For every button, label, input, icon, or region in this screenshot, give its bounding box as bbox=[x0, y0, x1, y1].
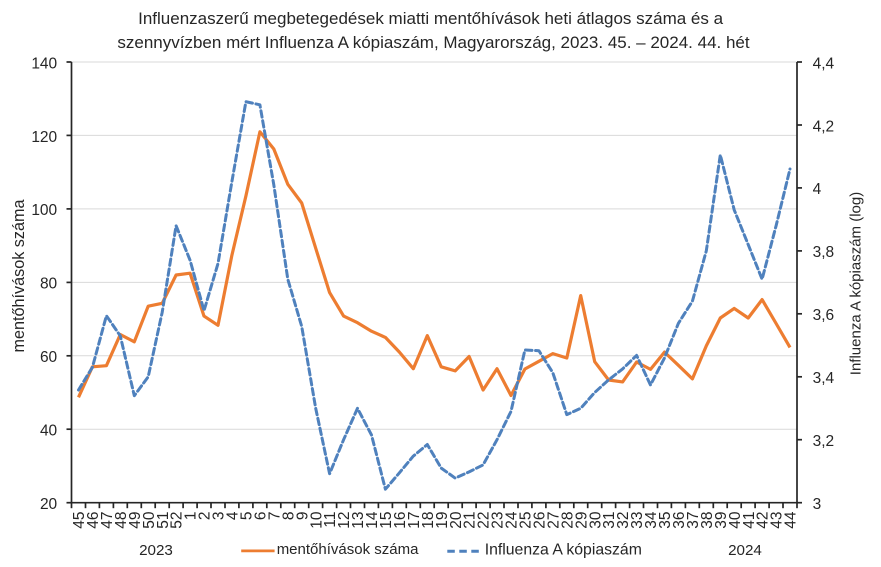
svg-text:100: 100 bbox=[31, 202, 57, 219]
svg-text:15: 15 bbox=[378, 512, 395, 529]
svg-text:46: 46 bbox=[85, 512, 102, 529]
svg-text:szennyvízben mért Influenza A: szennyvízben mért Influenza A kópiaszám,… bbox=[117, 33, 749, 52]
svg-text:40: 40 bbox=[727, 511, 744, 529]
svg-text:3,4: 3,4 bbox=[813, 370, 835, 387]
svg-text:51: 51 bbox=[155, 512, 172, 529]
svg-text:10: 10 bbox=[308, 511, 325, 529]
svg-text:24: 24 bbox=[504, 511, 521, 529]
svg-text:44: 44 bbox=[783, 511, 800, 529]
svg-text:mentőhívások száma: mentőhívások száma bbox=[277, 541, 419, 558]
svg-text:18: 18 bbox=[420, 512, 437, 529]
svg-text:29: 29 bbox=[573, 512, 590, 529]
svg-text:42: 42 bbox=[755, 512, 772, 529]
svg-text:80: 80 bbox=[40, 276, 58, 293]
svg-text:Influenzaszerű megbetegedések: Influenzaszerű megbetegedések miatti men… bbox=[138, 9, 723, 28]
svg-text:34: 34 bbox=[643, 511, 660, 529]
svg-text:14: 14 bbox=[364, 511, 381, 529]
svg-text:17: 17 bbox=[406, 512, 423, 529]
svg-text:19: 19 bbox=[434, 512, 451, 529]
svg-text:4: 4 bbox=[225, 511, 242, 520]
svg-text:4: 4 bbox=[813, 181, 822, 198]
svg-text:3: 3 bbox=[813, 496, 822, 513]
svg-text:120: 120 bbox=[31, 129, 57, 146]
svg-text:140: 140 bbox=[31, 55, 57, 72]
svg-text:6: 6 bbox=[253, 512, 270, 521]
svg-text:23: 23 bbox=[490, 511, 507, 528]
svg-text:26: 26 bbox=[532, 512, 549, 529]
svg-text:60: 60 bbox=[40, 349, 58, 366]
svg-text:Influenza A kópiaszám (log): Influenza A kópiaszám (log) bbox=[847, 192, 864, 375]
svg-text:45: 45 bbox=[71, 512, 88, 529]
svg-text:3,6: 3,6 bbox=[813, 307, 835, 324]
svg-text:35: 35 bbox=[657, 512, 674, 529]
svg-text:mentőhívások száma: mentőhívások száma bbox=[10, 200, 28, 353]
svg-text:21: 21 bbox=[462, 512, 479, 529]
svg-text:9: 9 bbox=[294, 512, 311, 521]
svg-text:Influenza A kópiaszám: Influenza A kópiaszám bbox=[485, 542, 642, 559]
svg-text:3,2: 3,2 bbox=[813, 433, 835, 450]
svg-text:28: 28 bbox=[559, 512, 576, 529]
svg-text:38: 38 bbox=[699, 512, 716, 529]
svg-text:50: 50 bbox=[141, 511, 158, 529]
svg-text:3: 3 bbox=[211, 512, 228, 521]
svg-text:22: 22 bbox=[476, 512, 493, 529]
svg-text:39: 39 bbox=[713, 512, 730, 529]
svg-text:37: 37 bbox=[685, 512, 702, 529]
svg-text:2024: 2024 bbox=[728, 542, 762, 559]
svg-text:4,2: 4,2 bbox=[813, 118, 835, 135]
svg-text:43: 43 bbox=[769, 512, 786, 529]
svg-text:49: 49 bbox=[127, 512, 144, 529]
svg-text:8: 8 bbox=[280, 512, 297, 521]
svg-text:47: 47 bbox=[99, 512, 116, 529]
svg-text:16: 16 bbox=[392, 512, 409, 529]
svg-text:30: 30 bbox=[587, 511, 604, 529]
svg-text:25: 25 bbox=[518, 512, 535, 529]
svg-text:13: 13 bbox=[350, 512, 367, 529]
svg-text:27: 27 bbox=[545, 512, 562, 529]
svg-text:5: 5 bbox=[239, 512, 256, 521]
svg-text:40: 40 bbox=[40, 423, 58, 440]
svg-text:31: 31 bbox=[601, 512, 618, 529]
svg-text:20: 20 bbox=[448, 511, 465, 529]
svg-text:12: 12 bbox=[336, 512, 353, 529]
svg-text:52: 52 bbox=[169, 512, 186, 529]
svg-text:7: 7 bbox=[266, 512, 283, 521]
svg-text:2: 2 bbox=[197, 512, 214, 521]
svg-text:4,4: 4,4 bbox=[813, 55, 835, 72]
svg-text:3,8: 3,8 bbox=[813, 244, 835, 261]
svg-text:11: 11 bbox=[322, 512, 339, 528]
svg-text:48: 48 bbox=[113, 512, 130, 529]
svg-text:1: 1 bbox=[183, 512, 200, 521]
svg-text:32: 32 bbox=[615, 512, 632, 529]
svg-text:36: 36 bbox=[671, 512, 688, 529]
svg-text:2023: 2023 bbox=[139, 542, 173, 559]
svg-text:20: 20 bbox=[40, 496, 58, 513]
svg-text:41: 41 bbox=[741, 512, 758, 529]
svg-text:33: 33 bbox=[629, 512, 646, 529]
